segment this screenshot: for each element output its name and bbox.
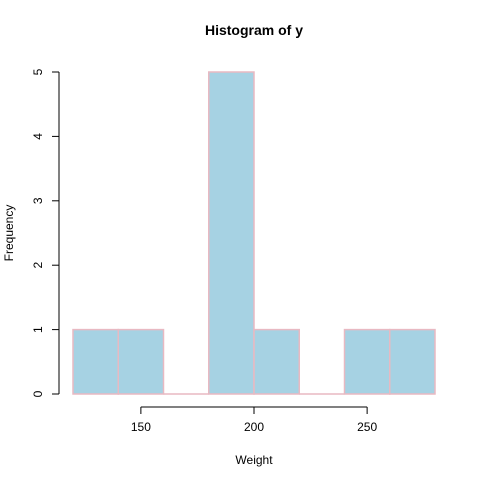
y-axis-label: Frequency — [2, 205, 16, 262]
x-tick-label-150: 150 — [131, 420, 151, 434]
y-tick-label-1: 1 — [31, 326, 45, 333]
histogram-bar-2 — [117, 328, 165, 395]
bars-group — [72, 71, 436, 395]
histogram-bar-7 — [343, 328, 391, 395]
x-tick-label-200: 200 — [244, 420, 264, 434]
histogram-bar-5 — [253, 328, 300, 395]
x-axis-label: Weight — [235, 453, 273, 467]
y-tick-label-4: 4 — [31, 133, 45, 140]
x-tick-label-250: 250 — [357, 420, 377, 434]
y-axis: 0 1 2 3 4 5 — [31, 68, 60, 397]
y-tick-label-5: 5 — [31, 68, 45, 75]
histogram-bar-1 — [72, 328, 119, 395]
histogram-bar-8 — [389, 328, 436, 395]
chart-title: Histogram of y — [205, 22, 303, 38]
y-tick-label-2: 2 — [31, 262, 45, 269]
y-tick-label-0: 0 — [31, 390, 45, 397]
histogram-bar-4 — [208, 71, 255, 395]
x-axis: 150 200 250 — [131, 406, 377, 434]
y-tick-label-3: 3 — [31, 197, 45, 204]
